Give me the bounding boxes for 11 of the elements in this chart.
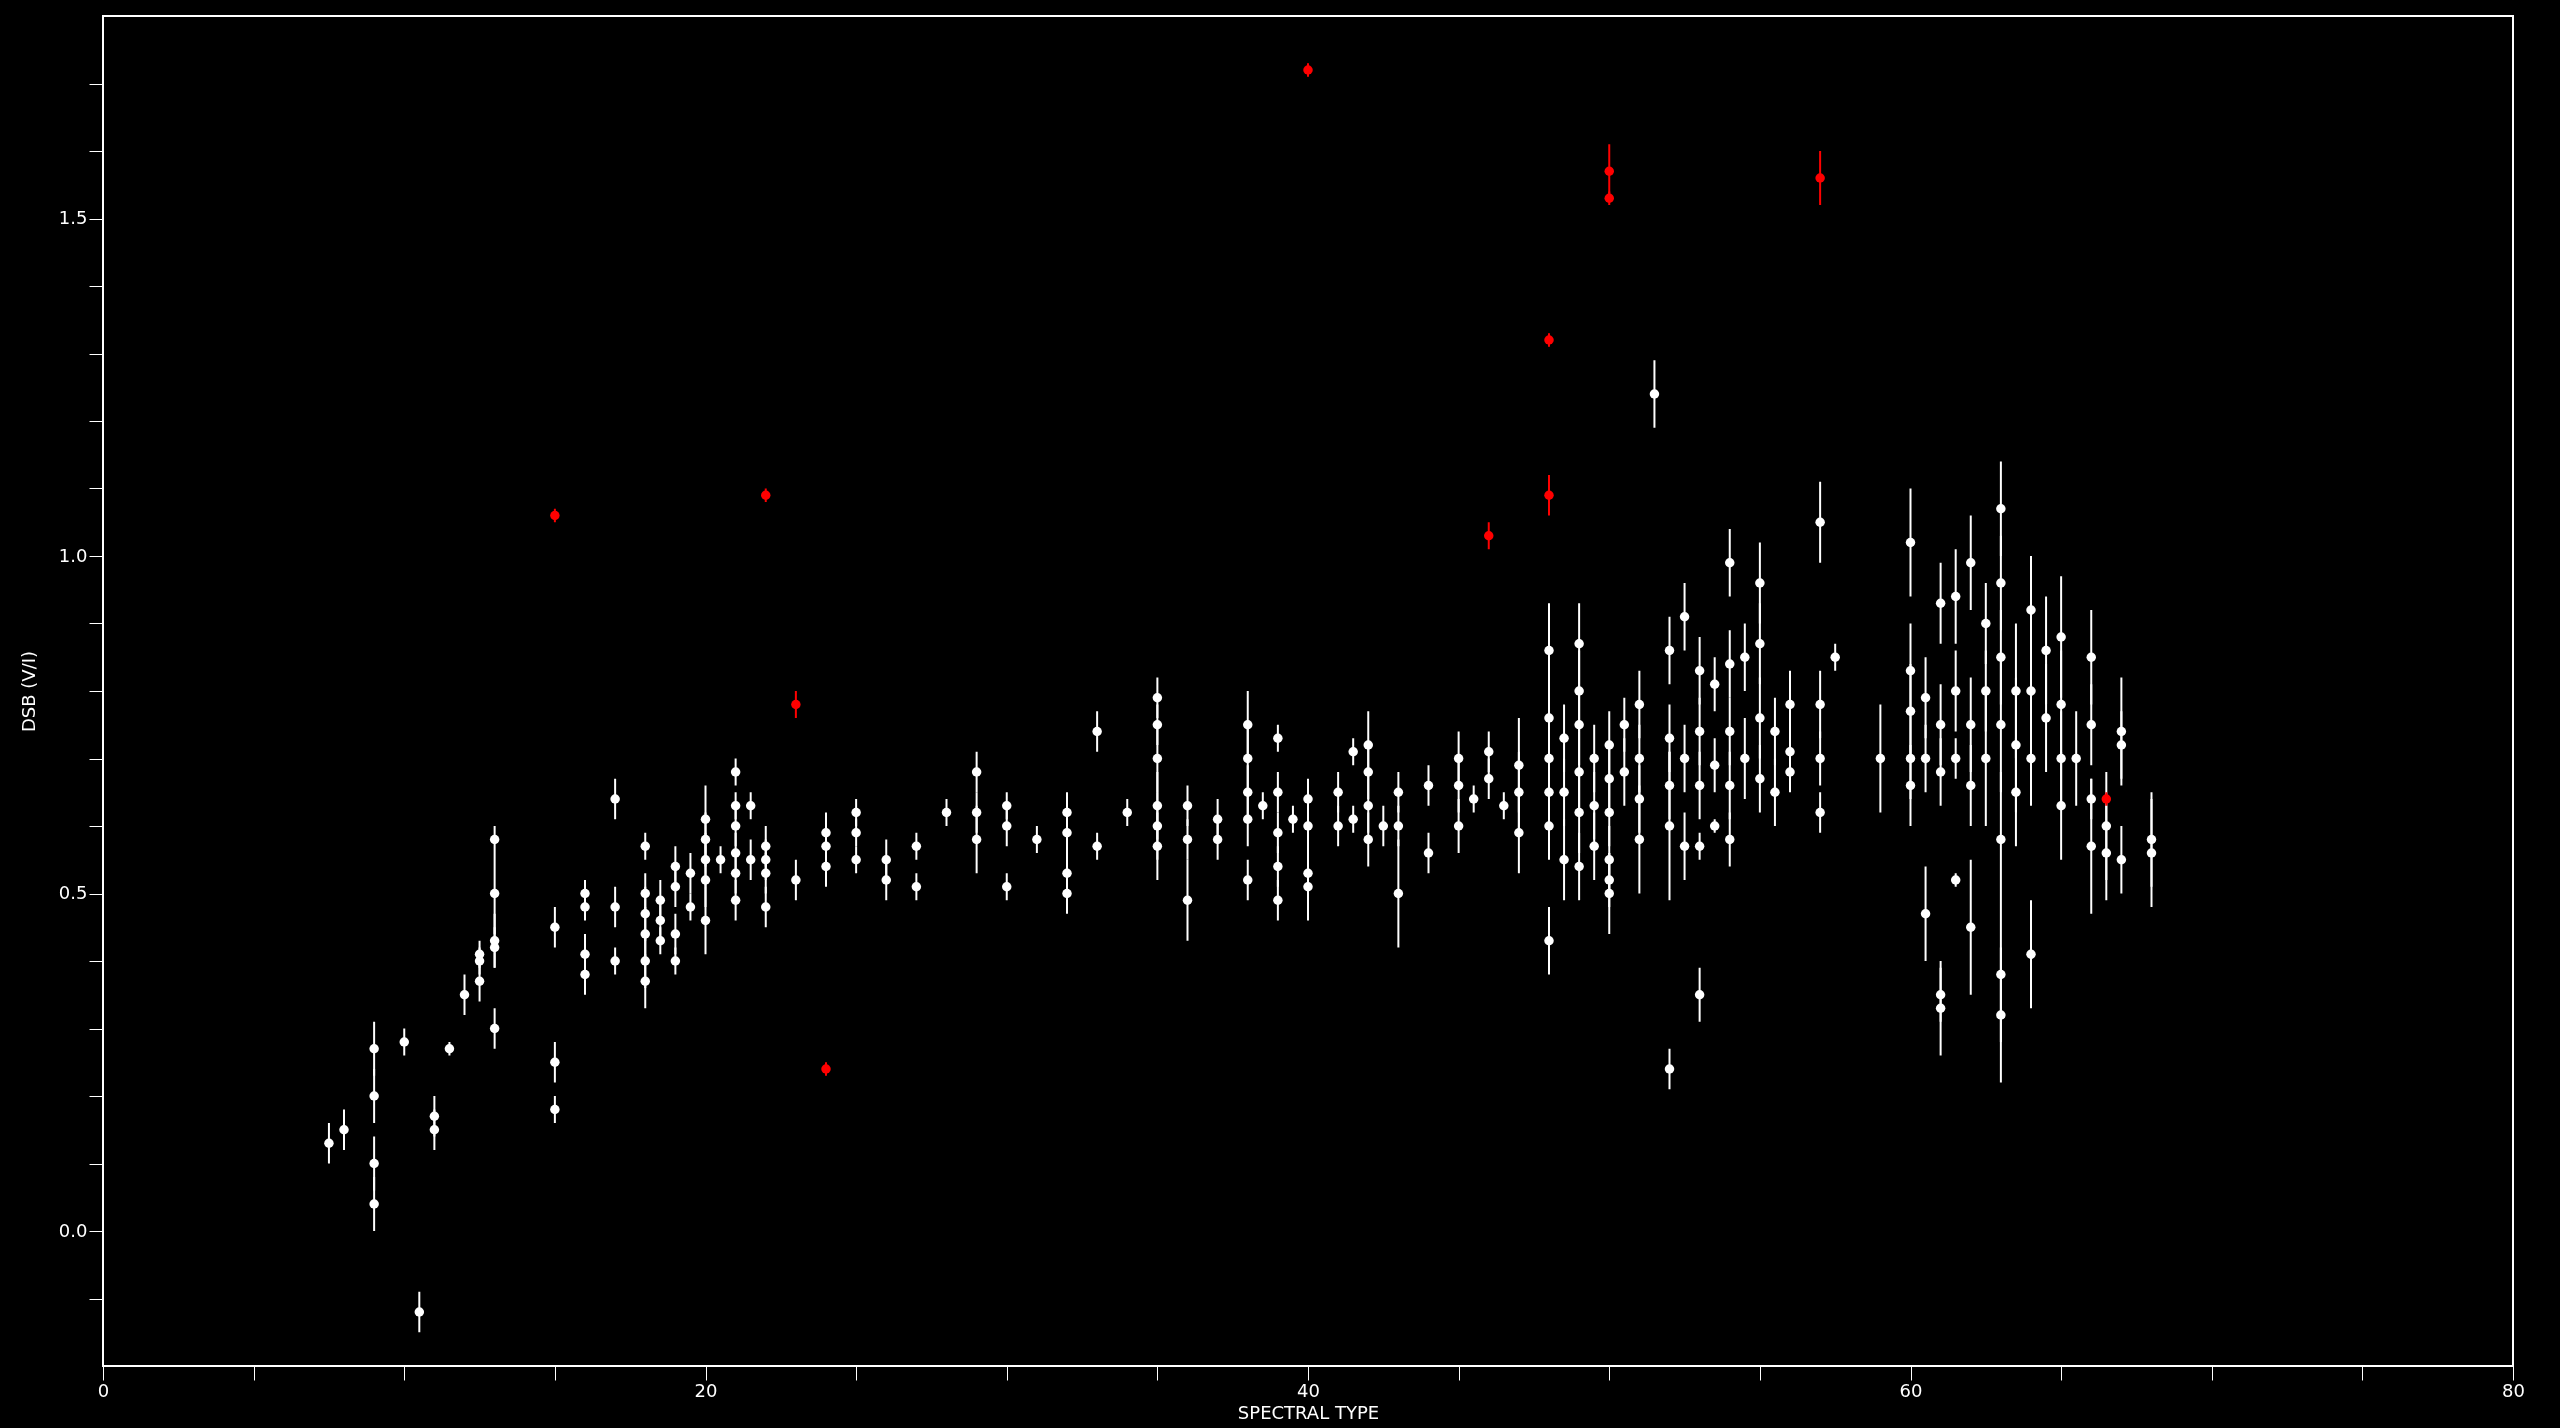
x-tick-label: 40 (1297, 1379, 1320, 1401)
y-axis-title: DSB (V/I) (17, 650, 39, 733)
y-tick-label: 0.0 (58, 1219, 88, 1241)
x-tick-label: 20 (694, 1379, 718, 1401)
y-tick-label: 1.0 (58, 544, 88, 566)
x-tick-label: 0 (97, 1379, 110, 1401)
x-tick-label: 60 (1899, 1379, 1923, 1401)
y-tick-label: 1.5 (58, 207, 88, 228)
y-tick-label: 0.5 (58, 882, 88, 903)
x-tick-label: 80 (2502, 1379, 2525, 1401)
x-axis-title: SPECTRAL TYPE (1237, 1401, 1380, 1423)
